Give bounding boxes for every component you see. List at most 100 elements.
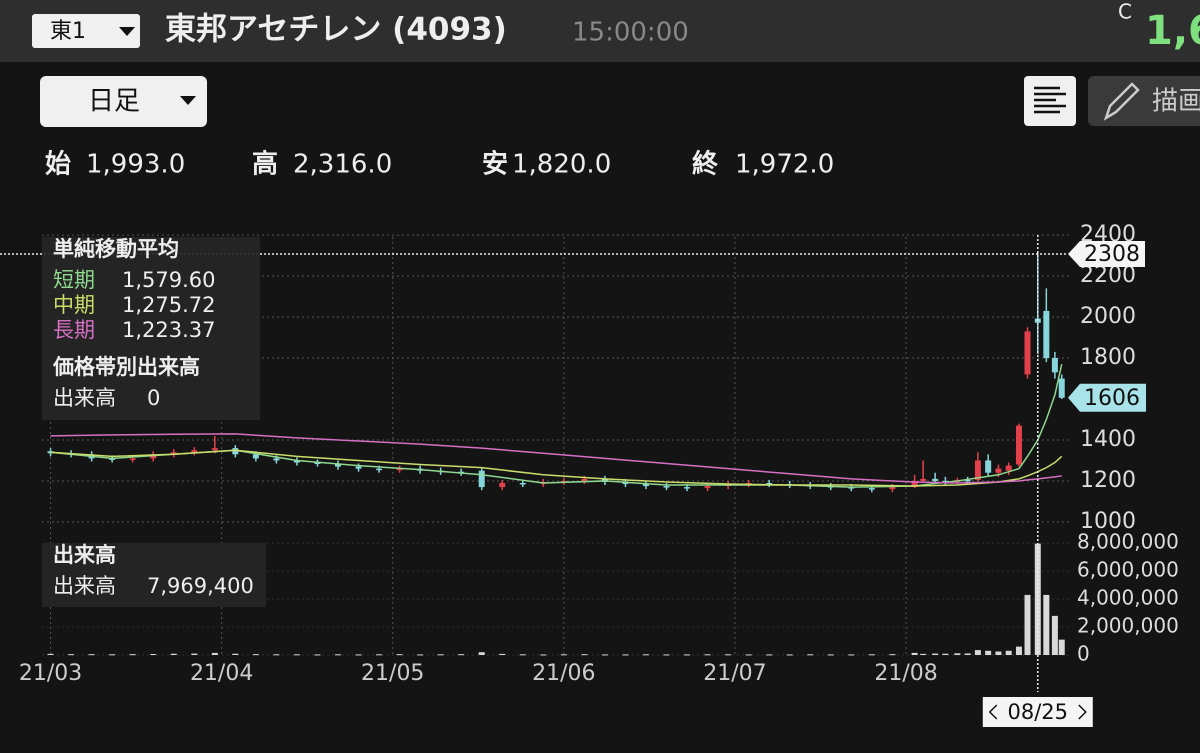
volume-bar	[334, 654, 341, 656]
volume-bar	[129, 654, 136, 656]
candle-body	[642, 484, 649, 487]
volume-bar	[355, 654, 362, 656]
last-price-label: 1606	[1084, 386, 1140, 411]
period-select[interactable]	[40, 76, 207, 127]
candle-body	[663, 486, 670, 488]
ohlc-label: 安	[482, 150, 508, 180]
candle-body	[1043, 310, 1050, 359]
volume-bar	[932, 653, 939, 655]
candle-body	[581, 478, 588, 481]
candle-body	[1058, 378, 1065, 398]
candle-body	[211, 448, 218, 451]
ohlc-value: 1,993.0	[86, 150, 185, 180]
y-tick-label: 2000	[1080, 304, 1136, 329]
volume-bar	[920, 653, 927, 655]
candle-body	[252, 454, 259, 459]
candle-body	[273, 458, 280, 461]
x-tick-label: 21/06	[532, 661, 595, 686]
legend-label: 中期	[53, 293, 95, 317]
y-tick-label: 4,000,000	[1077, 586, 1179, 610]
x-tick-label: 21/04	[190, 661, 253, 686]
y-tick-label: 8,000,000	[1077, 530, 1179, 554]
y-tick-label: 1200	[1080, 468, 1136, 493]
header-bar	[0, 0, 1200, 62]
candle-body	[889, 487, 896, 490]
dropdown-arrow	[119, 27, 135, 36]
volume-bar	[601, 654, 608, 656]
draw-label: 描画	[1152, 87, 1200, 117]
candle-body	[704, 486, 711, 489]
candle-body	[232, 448, 239, 455]
legend-value: 7,969,400	[147, 574, 254, 598]
volume-bar	[581, 654, 588, 656]
volume-bar	[1024, 594, 1031, 655]
ma-line	[50, 364, 1063, 488]
volume-bar	[985, 650, 992, 655]
volume-bar	[560, 654, 567, 656]
volume-bar	[827, 654, 834, 656]
ohlc-value: 1,972.0	[735, 150, 834, 180]
volume-bar	[293, 654, 300, 656]
stock-name: 東邦アセチレン (4093)	[165, 12, 507, 48]
candle-body	[932, 478, 939, 481]
volume-bar	[622, 654, 629, 656]
volume-bar	[954, 653, 961, 655]
volume-bar	[704, 654, 711, 656]
legend-label: 短期	[53, 268, 95, 292]
candle-body	[995, 468, 1002, 473]
volume-bar	[47, 653, 54, 655]
candle-body	[911, 480, 918, 488]
x-tick-label: 21/08	[874, 661, 937, 686]
volume-bar	[1015, 646, 1022, 655]
volume-bar	[868, 654, 875, 656]
volume-bar	[478, 652, 485, 655]
candle-body	[766, 482, 773, 485]
candle-body	[170, 452, 177, 455]
volume-bar	[211, 652, 218, 655]
volume-bar	[150, 654, 157, 656]
candle-body	[293, 460, 300, 463]
volume-bar	[499, 653, 506, 655]
volume-bar	[170, 653, 177, 655]
draw-button[interactable]	[1088, 76, 1200, 126]
price-tag-label: 2308	[1084, 242, 1140, 267]
volume-bar	[396, 654, 403, 656]
market-select[interactable]	[32, 14, 140, 48]
candle-body	[519, 482, 526, 485]
volume-bar	[766, 654, 773, 656]
ohlc-value: 2,316.0	[293, 150, 392, 180]
legend-title: 価格帯別出来高	[52, 355, 200, 379]
date-tag-label: 08/25	[1008, 700, 1069, 724]
volume-bar	[684, 654, 691, 656]
date-tag-arrow	[988, 704, 1087, 720]
volume-bar	[725, 654, 732, 656]
volume-bar	[889, 654, 896, 656]
volume-bar	[376, 654, 383, 656]
candle-body	[355, 466, 362, 469]
legend-title: 出来高	[53, 543, 116, 567]
volume-bar	[1051, 615, 1058, 655]
volume-bar	[417, 654, 424, 656]
volume-bar	[109, 654, 116, 656]
volume-bar	[252, 654, 259, 656]
volume-bar	[519, 654, 526, 656]
plot: 21/03 21/04 21/05 21/06 21/07 21/08 1000 1200 14…	[0, 222, 1179, 692]
legend-value: 1,275.72	[122, 293, 216, 317]
volume-bar	[232, 653, 239, 655]
legend-title: 単純移動平均	[53, 237, 179, 261]
legend-label: 出来高	[53, 574, 116, 598]
volume-bar	[68, 654, 75, 656]
price: 1,6	[1145, 8, 1200, 54]
volume-bar	[807, 654, 814, 656]
candle-body	[868, 488, 875, 490]
tags: 2308 1606 08/25	[982, 240, 1146, 727]
candle-body	[985, 460, 992, 473]
x-tick-label: 21/03	[19, 661, 82, 686]
candle-body	[1005, 465, 1012, 471]
volume-bar	[1005, 650, 1012, 655]
candle-body	[478, 470, 485, 488]
time: 15:00:00	[572, 18, 689, 48]
volume-bar	[458, 654, 465, 656]
